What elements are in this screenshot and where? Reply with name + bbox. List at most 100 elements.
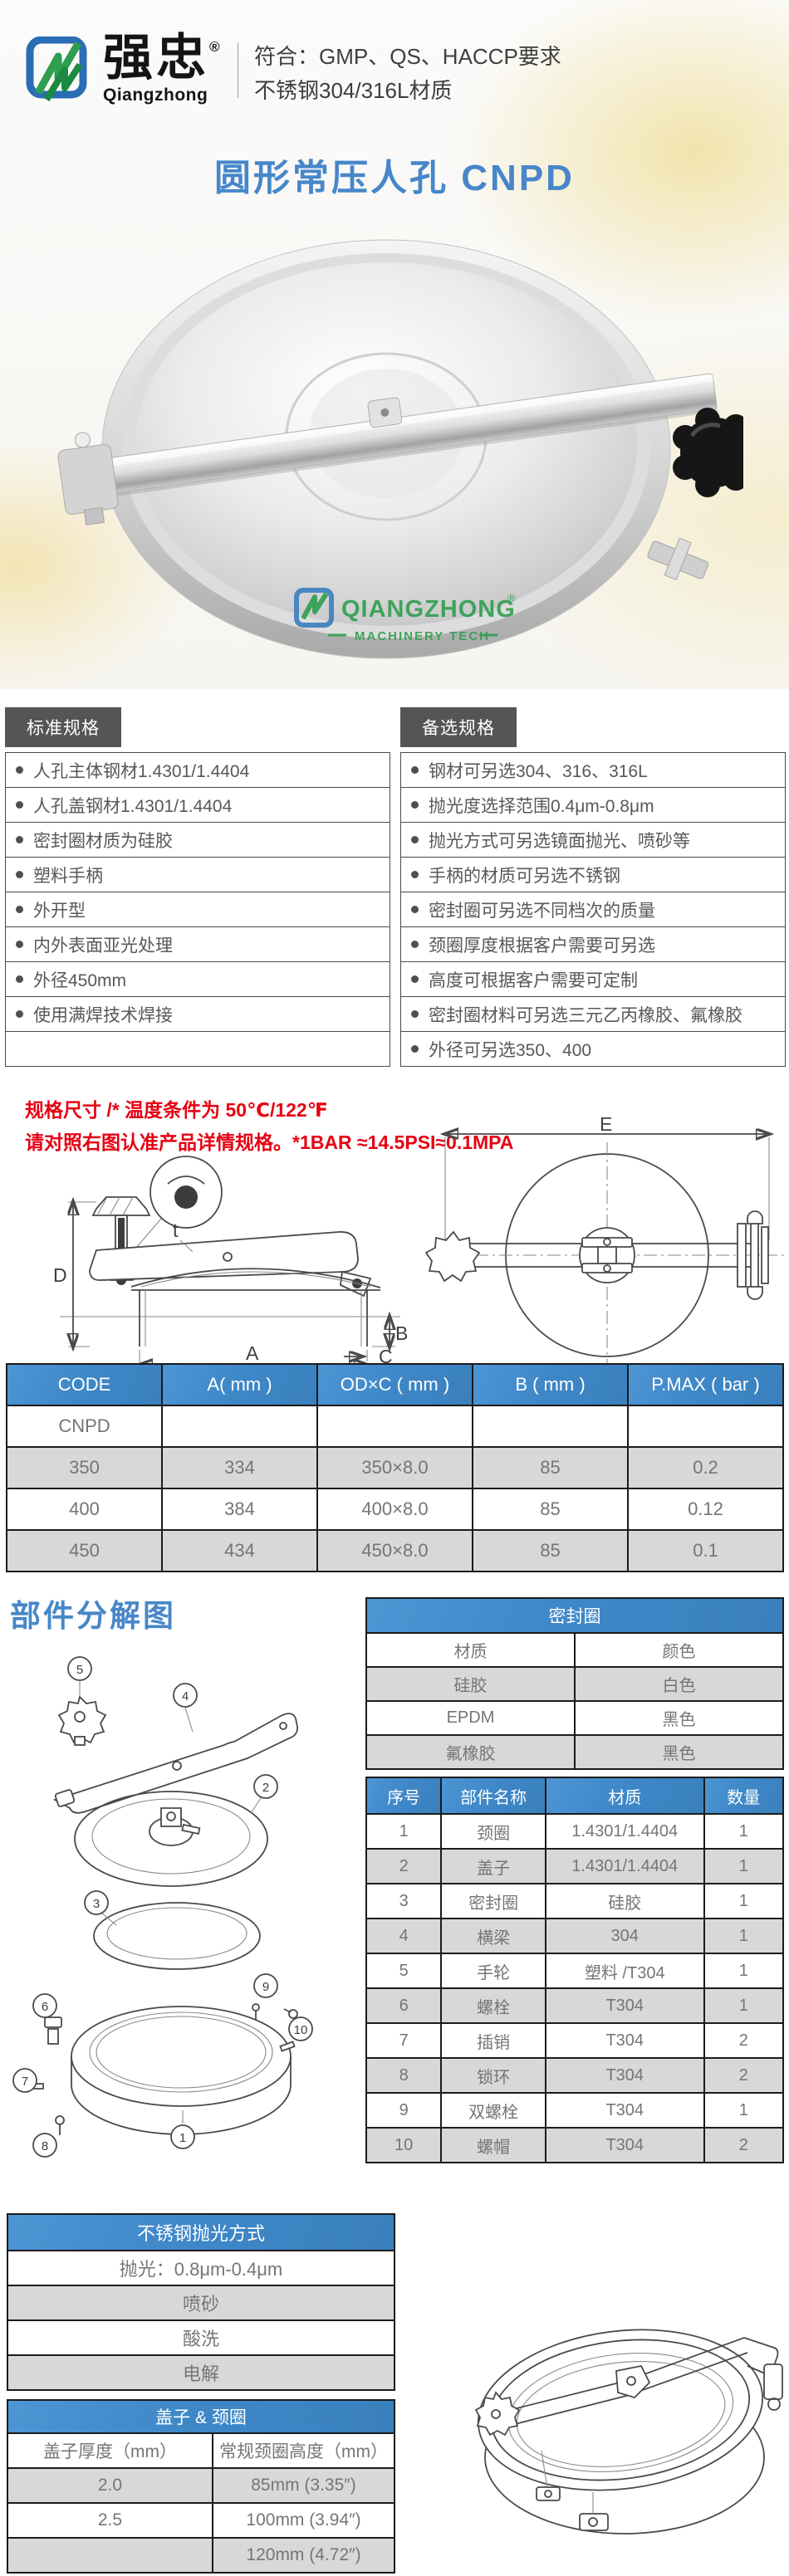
- table-row: 酸洗: [7, 2319, 395, 2356]
- bullet-icon: [411, 836, 419, 843]
- list-item-label: 密封圈材质为硅胶: [33, 831, 173, 851]
- table-cell: 85: [472, 1529, 629, 1572]
- table-cell: 434: [161, 1529, 318, 1572]
- list-item: 手柄的材质可另选不锈钢: [400, 858, 786, 892]
- table-cell: 1: [703, 1987, 785, 2024]
- table-cell: 盖子: [440, 1848, 546, 1884]
- table-cell: 85: [472, 1488, 629, 1531]
- bullet-icon: [16, 975, 23, 983]
- watermark-reg: ®: [507, 592, 516, 604]
- column-header: 序号: [365, 1777, 443, 1815]
- column-header: 材质: [544, 1777, 705, 1815]
- dim-label-c: C: [379, 1346, 393, 1367]
- table-cell: 喷砂: [7, 2285, 395, 2321]
- cover-part: [74, 1791, 268, 1887]
- table-cell: 双螺栓: [440, 2092, 546, 2129]
- table-cell: 5: [365, 1953, 443, 1989]
- table-header-row: 密封圈: [365, 1597, 784, 1634]
- dimension-note-line2: 请对照右图认准产品详情规格。*1BAR ≈14.5PSI≈0.1MPA: [25, 1132, 514, 1153]
- optional-specs: 备选规格 钢材可另选304、316、316L 抛光度选择范围0.4μm-0.8μ…: [400, 707, 786, 1067]
- column-header: 数量: [703, 1777, 785, 1815]
- svg-text:9: 9: [262, 1980, 269, 1994]
- table-header-row: CODE A( mm ) OD×C ( mm ) B ( mm ) P.MAX …: [6, 1363, 784, 1406]
- table-row: 450 434 450×8.0 85 0.1: [6, 1529, 784, 1572]
- svg-text:1: 1: [179, 2131, 186, 2145]
- parts-table: 序号 部件名称 材质 数量 1 颈圈 1.4301/1.4404 1 2 盖子 …: [365, 1777, 785, 2163]
- table-cell: 85: [472, 1446, 629, 1489]
- list-item: 人孔主体钢材1.4301/1.4404: [5, 752, 390, 788]
- dim-label-a: A: [246, 1342, 259, 1364]
- optional-specs-title: 备选规格: [400, 707, 517, 747]
- table-cell: [316, 1405, 473, 1448]
- table-row: 喷砂: [7, 2285, 395, 2321]
- registered-mark: ®: [209, 39, 220, 55]
- list-item: 外开型: [5, 892, 390, 927]
- dim-label-d: D: [53, 1264, 67, 1286]
- svg-text:3: 3: [93, 1897, 100, 1911]
- list-item-label: 颈圈厚度根据客户需要可另选: [429, 936, 655, 956]
- table-cell: [7, 2537, 213, 2574]
- dimension-note-line1: 规格尺寸 /* 温度条件为 50℃/122℉: [25, 1099, 328, 1121]
- brand-block: 强忠® Qiangzhong: [103, 33, 220, 105]
- table-row: 2.5 100mm (3.94″): [7, 2502, 396, 2539]
- callout-9: 9: [253, 1973, 278, 1998]
- tagline-compliance: 符合：GMP、QS、HACCP要求: [254, 44, 561, 69]
- bullet-icon: [411, 1010, 419, 1018]
- cross-beam: [57, 373, 718, 525]
- dimension-note: 规格尺寸 /* 温度条件为 50℃/122℉ 请对照右图认准产品详情规格。*1B…: [25, 1094, 513, 1159]
- table-cell: 450: [6, 1529, 163, 1572]
- table-cell: 350×8.0: [316, 1446, 473, 1489]
- list-item-empty: [5, 1032, 390, 1067]
- table-cell: [161, 1405, 318, 1448]
- list-item: 密封圈材料可另选三元乙丙橡胶、氟橡胶: [400, 997, 786, 1032]
- table-cell: 插销: [440, 2022, 546, 2059]
- hero-section: 强忠® Qiangzhong 符合：GMP、QS、HACCP要求 不锈钢304/…: [0, 0, 789, 689]
- table-cell: 2: [703, 2057, 785, 2094]
- table-cell: 9: [365, 2092, 443, 2129]
- table-cell: 塑料 /T304: [544, 1953, 705, 1989]
- table-row: 3 密封圈 硅胶 1: [365, 1883, 785, 1919]
- table-row: 4 横梁 304 1: [365, 1918, 785, 1954]
- list-item: 抛光度选择范围0.4μm-0.8μm: [400, 788, 786, 823]
- column-header: CODE: [6, 1363, 163, 1406]
- table-cell: 450×8.0: [316, 1529, 473, 1572]
- table-cell: 螺栓: [440, 1987, 546, 2024]
- table-cell: CNPD: [6, 1405, 163, 1448]
- table-row: 5 手轮 塑料 /T304 1: [365, 1953, 785, 1989]
- list-item: 内外表面亚光处理: [5, 927, 390, 962]
- bullet-icon: [411, 941, 419, 948]
- list-item: 密封圈可另选不同档次的质量: [400, 892, 786, 927]
- seal-ring-part: [93, 1902, 261, 1970]
- callout-3: 3: [84, 1890, 109, 1915]
- svg-text:5: 5: [76, 1663, 83, 1677]
- qiangzhong-logo-icon: [26, 37, 87, 102]
- callout-6: 6: [32, 1993, 57, 2018]
- table-row: EPDM 黑色: [365, 1700, 784, 1736]
- dim-label-t: t: [173, 1220, 179, 1241]
- list-item-label: 人孔主体钢材1.4301/1.4404: [33, 761, 250, 781]
- column-header: A( mm ): [161, 1363, 318, 1406]
- table-row: 120mm (4.72″): [7, 2537, 396, 2574]
- table-cell: 6: [365, 1987, 443, 2024]
- table-cell: 1: [703, 1848, 785, 1884]
- column-header: B ( mm ): [472, 1363, 629, 1406]
- table-cell: 350: [6, 1446, 163, 1489]
- polishing-table: 不锈钢抛光方式 抛光：0.8μm-0.4μm 喷砂 酸洗 电解: [7, 2213, 395, 2391]
- table-cell: 螺帽: [440, 2127, 546, 2163]
- isometric-drawing: [474, 2329, 783, 2534]
- table-cell: 7: [365, 2022, 443, 2059]
- table-cell: 手轮: [440, 1953, 546, 1989]
- table-cell: 颈圈: [440, 1813, 546, 1850]
- watermark-sub: MACHINERY TECH: [355, 629, 490, 643]
- table-cell: EPDM: [365, 1700, 576, 1736]
- table-cell: 2: [703, 2127, 785, 2163]
- callout-4: 4: [173, 1683, 198, 1708]
- hand-wheel-part: [57, 1695, 107, 1746]
- list-item: 使用满焊技术焊接: [5, 997, 390, 1032]
- size-table: CODE A( mm ) OD×C ( mm ) B ( mm ) P.MAX …: [6, 1363, 784, 1572]
- watermark-brand: QIANGZHONG: [341, 596, 516, 623]
- tagline-material: 不锈钢304/316L材质: [254, 78, 453, 103]
- bullet-icon: [16, 766, 23, 774]
- table-cell: 黑色: [574, 1734, 784, 1770]
- table-title: 盖子 & 颈圈: [7, 2399, 395, 2434]
